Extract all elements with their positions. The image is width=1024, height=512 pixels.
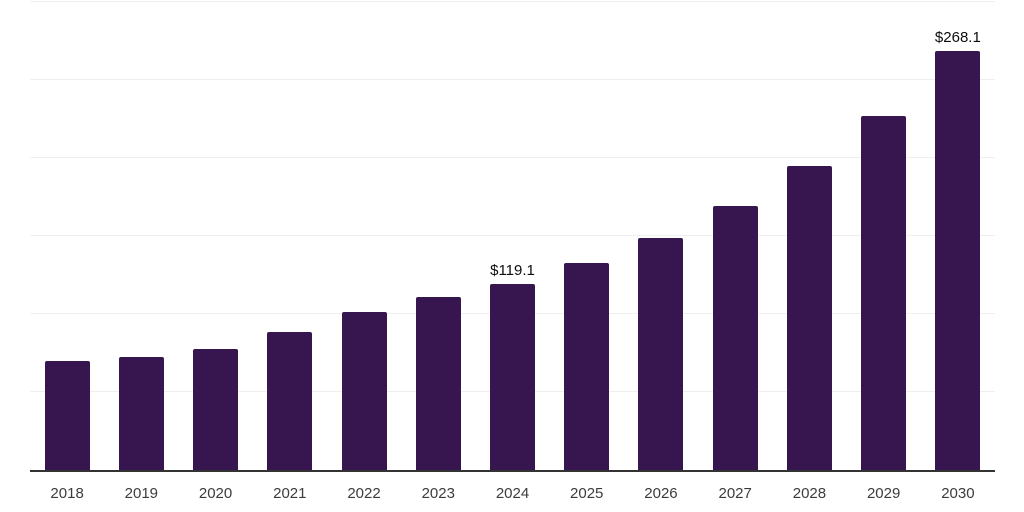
x-axis-line <box>30 470 995 472</box>
x-tick-label: 2028 <box>792 485 827 502</box>
bar-2021 <box>267 331 313 470</box>
x-tick-label: 2025 <box>570 485 604 502</box>
gridline <box>30 235 995 236</box>
bar-2027 <box>712 205 758 470</box>
x-tick-label: 2020 <box>198 485 233 502</box>
x-tick-label: 2024 <box>495 485 530 502</box>
bar-value-label: $119.1 <box>490 261 535 279</box>
bar-2030 <box>935 50 981 470</box>
bar-2018 <box>44 360 90 470</box>
bar-2024 <box>490 283 535 470</box>
bar-2020 <box>193 349 239 470</box>
x-tick-label: 2027 <box>718 485 752 502</box>
x-tick-label: 2023 <box>421 485 455 502</box>
x-tick-label: 2021 <box>273 485 307 502</box>
bar-2025 <box>564 263 610 470</box>
x-tick-label: 2018 <box>50 485 84 502</box>
bar-2029 <box>861 115 907 470</box>
x-tick-label: 2019 <box>124 485 159 502</box>
x-tick-label: 2029 <box>866 485 901 502</box>
x-tick-label: 2030 <box>941 485 975 502</box>
gridline <box>30 156 995 158</box>
bar-2022 <box>341 311 387 470</box>
bar-2028 <box>786 165 832 470</box>
gridline <box>30 0 995 2</box>
bar-value-label: $268.1 <box>934 28 981 46</box>
gridline <box>30 78 995 80</box>
plot-area: $119.1 $268.1 <box>30 0 995 470</box>
bar-2026 <box>638 238 684 470</box>
x-tick-label: 2022 <box>347 485 381 502</box>
x-tick-label: 2026 <box>644 485 678 502</box>
bar-2019 <box>118 356 164 470</box>
bar-2023 <box>415 296 461 470</box>
